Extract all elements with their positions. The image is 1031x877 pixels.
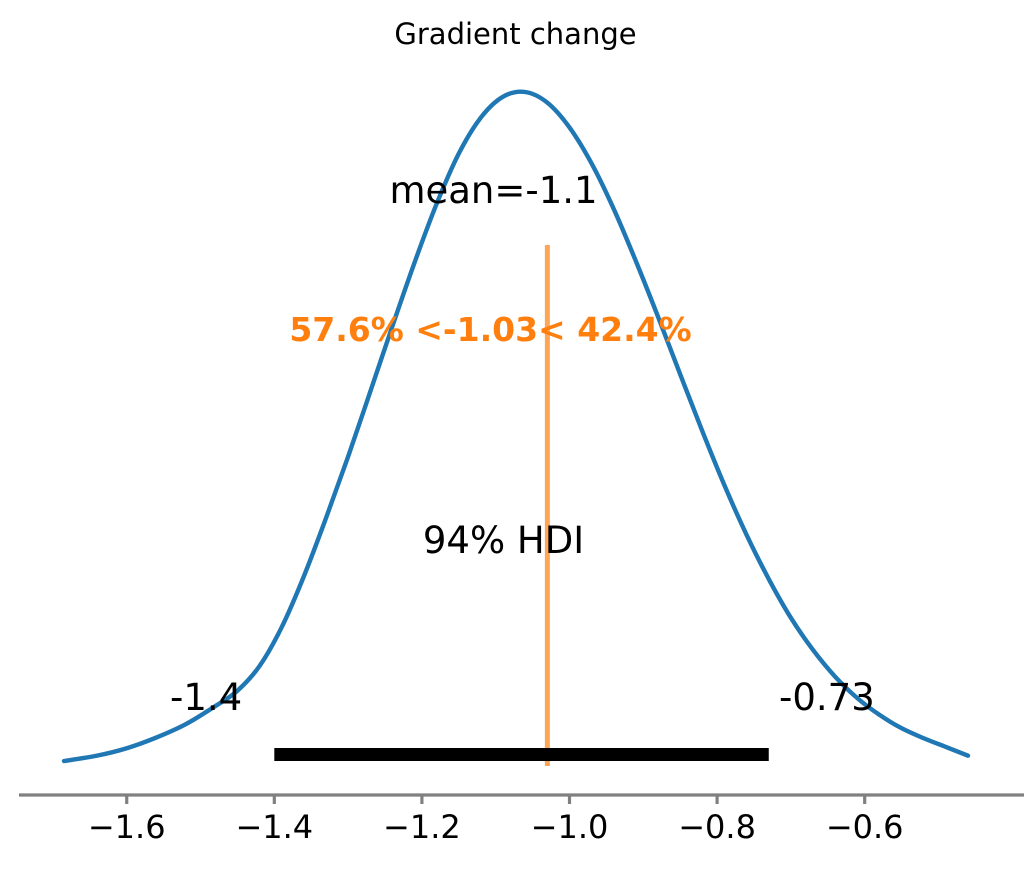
x-tick-label: −1.0 [530,808,609,846]
mean-annotation: mean=-1.1 [389,169,598,212]
hdi-annotation: 94% HDI [422,519,585,562]
x-tick-label: −1.6 [87,808,166,846]
x-tick-label: −0.8 [678,808,756,846]
chart-title: Gradient change [394,17,637,51]
x-axis-ticks [125,795,867,804]
kde-density-curve [61,89,971,764]
x-tick-label: −0.6 [825,808,904,846]
hdi-lower-label: -1.4 [170,676,243,719]
hdi-upper-label: -0.73 [779,676,875,719]
x-tick-label: −1.4 [235,808,314,846]
rope-annotation: 57.6% <-1.03< 42.4% [289,310,692,349]
x-tick-label: −1.2 [383,808,461,846]
hdi-interval-bar [274,748,769,761]
x-axis-tick-labels: −1.6 −1.4 −1.2 −1.0 −0.8 −0.6 [0,805,1031,865]
